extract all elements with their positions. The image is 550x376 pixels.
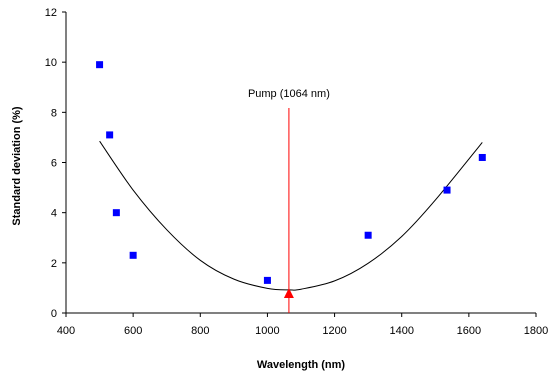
y-ticks: 0 2 4 6 8 10 12 — [45, 7, 66, 320]
x-tick-label: 1600 — [457, 325, 481, 337]
plot-area: 0 2 4 6 8 10 12 400 600 800 1000 1200 1400 1600 1800 — [45, 7, 548, 337]
data-point — [364, 231, 372, 239]
y-tick-label: 8 — [51, 107, 57, 119]
data-point — [263, 276, 271, 284]
data-point — [106, 131, 114, 139]
x-ticks: 400 600 800 1000 1200 1400 1600 1800 — [57, 313, 548, 337]
data-point — [443, 186, 451, 194]
x-tick-label: 600 — [124, 325, 142, 337]
x-tick-label: 1000 — [255, 325, 279, 337]
y-tick-label: 0 — [51, 308, 57, 320]
y-tick-label: 12 — [45, 7, 57, 19]
pump-annotation-label: Pump (1064 nm) — [248, 88, 330, 100]
data-point — [129, 251, 137, 259]
fit-curve — [99, 140, 483, 291]
x-tick-label: 1800 — [524, 325, 548, 337]
data-point — [112, 209, 120, 217]
data-point — [96, 61, 104, 69]
data-point — [478, 153, 486, 161]
x-tick-label: 1400 — [389, 325, 413, 337]
x-tick-label: 800 — [191, 325, 209, 337]
x-tick-label: 1200 — [322, 325, 346, 337]
x-axis-title: Wavelength (nm) — [257, 359, 346, 371]
y-tick-label: 6 — [51, 158, 57, 170]
y-tick-label: 10 — [45, 57, 57, 69]
y-tick-label: 4 — [51, 208, 57, 220]
y-tick-label: 2 — [51, 258, 57, 270]
x-tick-label: 400 — [57, 325, 75, 337]
y-axis-title: Standard deviation (%) — [11, 106, 23, 226]
data-points — [96, 61, 486, 284]
pump-triangle-marker — [283, 288, 294, 298]
